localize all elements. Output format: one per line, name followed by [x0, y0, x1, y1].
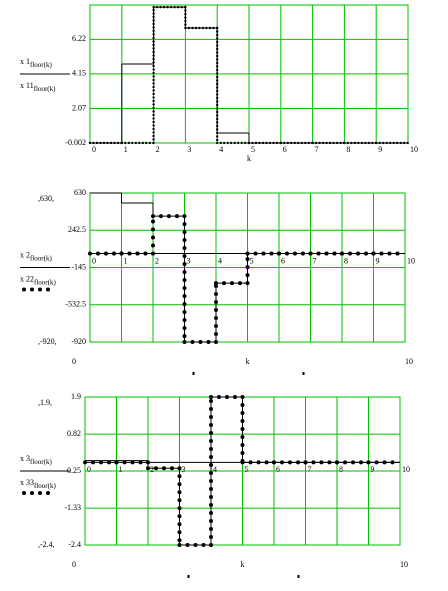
x-tick-label: 7 — [315, 145, 319, 154]
x-min-label: 0 — [72, 357, 76, 366]
x-tick-label: 6 — [276, 465, 280, 474]
x-tick-label: 4 — [218, 256, 222, 265]
series-name: x 11 — [20, 81, 34, 90]
x-tick-label: 10 — [410, 145, 418, 154]
x-tick-label: 7 — [313, 256, 317, 265]
legend-dot — [22, 491, 26, 495]
y-tick-label: 6.22 — [72, 34, 86, 43]
x-tick-label: 2 — [156, 145, 160, 154]
series-index: floor(k) — [34, 85, 56, 93]
x-tick-label: 5 — [245, 465, 249, 474]
y-tick-label: -0.25 — [64, 466, 81, 475]
marker — [297, 575, 300, 578]
y-tick-label: 1.9 — [71, 392, 81, 401]
x-tick-label: 4 — [219, 145, 223, 154]
y-tick-label: -145 — [71, 262, 86, 271]
y-tick-label: -920 — [71, 337, 86, 346]
legend-label: x 1floor(k) — [20, 57, 52, 69]
x-tick-label: 0 — [87, 465, 91, 474]
x-tick-label: 1 — [124, 145, 128, 154]
marker — [192, 372, 195, 375]
x-tick-label: 8 — [344, 256, 348, 265]
x-tick-label: 4 — [213, 465, 217, 474]
marker — [302, 372, 305, 375]
x-axis-label: k — [247, 154, 251, 163]
y-tick-label: 0.82 — [67, 429, 81, 438]
x-min-label: 0 — [72, 560, 76, 569]
x-tick-label: 3 — [187, 256, 191, 265]
series-index: floor(k) — [34, 278, 56, 286]
x-max-label: 10 — [400, 560, 408, 569]
legend-dot — [38, 287, 42, 292]
series-name: x 2 — [20, 250, 30, 259]
series-name: x 1 — [20, 57, 30, 66]
x-tick-label: 0 — [92, 145, 96, 154]
legend-dot — [46, 287, 50, 292]
x-tick-label: 6 — [281, 256, 285, 265]
legend-label: x 11floor(k) — [20, 81, 56, 93]
x-tick-label: 3 — [187, 145, 191, 154]
x-tick-label: 5 — [251, 145, 255, 154]
series-name: x 3 — [20, 454, 30, 463]
legend-label: x 3floor(k) — [20, 454, 52, 466]
series-index: floor(k) — [30, 61, 52, 69]
x-tick-label: 0 — [92, 256, 96, 265]
x-tick-label: 8 — [346, 145, 350, 154]
marker — [187, 575, 190, 578]
x-tick-label: 9 — [371, 465, 375, 474]
series-index: floor(k) — [30, 458, 52, 466]
x-tick-label: 1 — [124, 256, 128, 265]
x-tick-label: 8 — [339, 465, 343, 474]
legend-dot — [30, 287, 34, 292]
x-tick-label: 10 — [407, 256, 415, 265]
series-name: x 22 — [20, 274, 34, 283]
y-tick-label: -2.4 — [68, 540, 81, 549]
legend-dot — [22, 287, 26, 292]
y-max-label: ,630, — [38, 194, 54, 203]
y-tick-label: 630 — [74, 188, 86, 197]
y-tick-label: -532.5 — [65, 300, 86, 309]
x-axis-label: k — [241, 560, 245, 569]
x-tick-label: 3 — [182, 465, 186, 474]
legend-dot — [38, 491, 42, 495]
legend-dot — [46, 491, 50, 495]
y-min-label: ,-2.4, — [38, 540, 55, 549]
x-tick-label: 2 — [150, 465, 154, 474]
x-tick-label: 1 — [119, 465, 123, 474]
x-max-label: 10 — [405, 357, 413, 366]
legend-label: x 22floor(k) — [20, 274, 56, 286]
series-name: x 33 — [20, 478, 34, 487]
legend-dot — [30, 491, 34, 495]
x-tick-label: 9 — [376, 256, 380, 265]
x-tick-label: 10 — [402, 465, 410, 474]
legend-label: x 33floor(k) — [20, 478, 56, 490]
x-tick-label: 2 — [155, 256, 159, 265]
series-index: floor(k) — [34, 482, 56, 490]
y-tick-label: -0.002 — [65, 138, 86, 147]
y-tick-label: 4.15 — [72, 69, 86, 78]
legend-label: x 2floor(k) — [20, 250, 52, 262]
x-tick-label: 9 — [378, 145, 382, 154]
x-axis-label: k — [246, 357, 250, 366]
x-tick-label: 6 — [283, 145, 287, 154]
x-tick-label: 5 — [250, 256, 254, 265]
y-tick-label: 242.5 — [68, 225, 86, 234]
x-tick-label: 7 — [308, 465, 312, 474]
y-tick-label: -1.33 — [64, 503, 81, 512]
y-tick-label: 2.07 — [72, 103, 86, 112]
y-max-label: ,1.9, — [38, 398, 52, 407]
series-index: floor(k) — [30, 254, 52, 262]
y-min-label: ,-920, — [38, 337, 57, 346]
